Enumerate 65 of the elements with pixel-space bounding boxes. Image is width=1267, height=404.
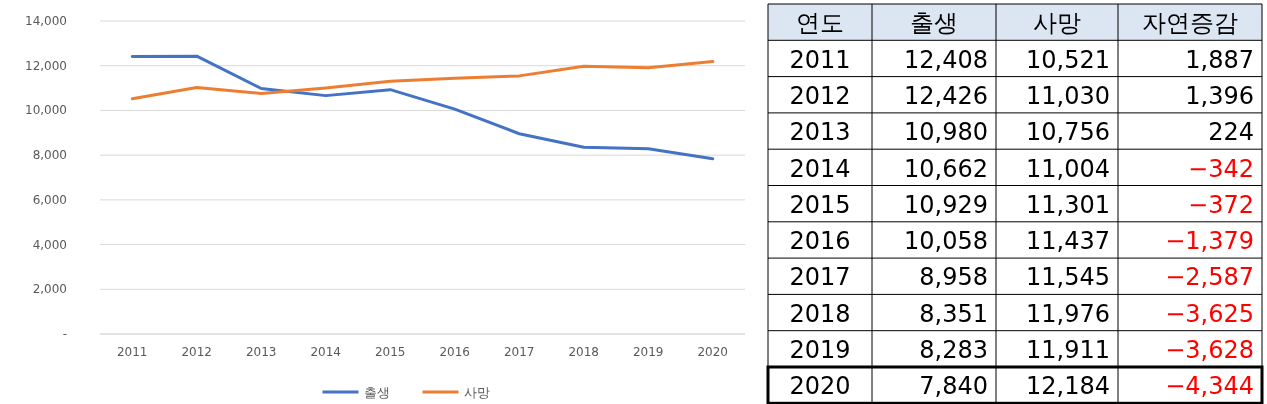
data-label: 12,426: [904, 81, 988, 110]
data-label: 12,408: [904, 45, 988, 74]
legend-label: 사망: [463, 385, 490, 400]
y-tick-label: 6,000: [32, 192, 67, 207]
y-tick-label: 2017: [789, 263, 851, 292]
x-tick-label: 자연증감: [1142, 9, 1238, 38]
y-axis-title: 연도: [796, 9, 844, 38]
x-tick-label: 2020: [697, 345, 729, 359]
x-tick-label: 출생: [910, 9, 958, 38]
x-tick-label: 2011: [116, 345, 148, 359]
y-tick-label: 2011: [789, 45, 851, 74]
data-label: 1,396: [1185, 81, 1254, 110]
y-tick-label: 2016: [789, 227, 851, 256]
data-label: 10,929: [904, 190, 988, 219]
data-label: 11,545: [1026, 263, 1110, 292]
data-label: −372: [1188, 190, 1254, 219]
data-label: −4,344: [1165, 372, 1254, 401]
legend-label: 출생: [363, 385, 390, 400]
data-label: 10,980: [904, 118, 988, 147]
x-tick-label: 2016: [439, 345, 471, 359]
data-label: −2,587: [1165, 263, 1254, 292]
y-tick-label: 2020: [789, 372, 851, 401]
data-label: −3,625: [1165, 299, 1254, 328]
y-tick-label: 2015: [789, 190, 851, 219]
data-label: 11,030: [1026, 81, 1110, 110]
x-tick-label: 사망: [1033, 9, 1081, 38]
data-label: 10,058: [904, 227, 988, 256]
y-tick-label: 10,000: [25, 103, 67, 118]
data-label: 8,351: [919, 299, 988, 328]
data-label: 8,283: [919, 336, 988, 364]
data-label: 10,756: [1026, 118, 1110, 147]
data-label: 10,662: [904, 154, 988, 183]
y-tick-label: 2,000: [32, 282, 67, 297]
data-label: 11,911: [1026, 336, 1110, 364]
x-tick-label: 2018: [568, 345, 600, 359]
data-label: 224: [1208, 118, 1254, 147]
data-label: 11,004: [1026, 154, 1110, 183]
y-tick-label: 2013: [789, 118, 851, 147]
data-label: 11,437: [1026, 227, 1110, 256]
data-label: 11,301: [1026, 190, 1110, 219]
x-tick-label: 2014: [310, 345, 342, 359]
data-label: −3,628: [1165, 336, 1254, 364]
x-tick-label: 2015: [374, 345, 406, 359]
y-tick-label: 4,000: [32, 237, 67, 252]
data-label: 12,184: [1026, 372, 1110, 401]
x-tick-label: 2017: [503, 345, 535, 359]
x-tick-label: 2012: [181, 345, 213, 359]
y-tick-label: -: [62, 327, 67, 341]
data-label: 1,887: [1185, 45, 1254, 74]
data-label: 10,521: [1026, 45, 1110, 74]
data-label: −342: [1188, 154, 1254, 183]
y-tick-label: 2018: [789, 299, 851, 328]
y-tick-label: 12,000: [25, 58, 67, 73]
line-series: [130, 60, 715, 101]
y-tick-label: 2012: [789, 81, 851, 110]
y-tick-label: 2014: [789, 154, 851, 183]
data-label: −1,379: [1165, 227, 1254, 256]
x-tick-label: 2019: [632, 345, 664, 359]
line-series: [130, 54, 715, 161]
data-label: 7,840: [919, 372, 988, 401]
y-tick-label: 8,000: [32, 148, 67, 163]
y-tick-label: 14,000: [25, 14, 67, 28]
x-tick-label: 2013: [245, 345, 277, 359]
data-label: 8,958: [919, 263, 988, 292]
data-label: 11,976: [1026, 299, 1110, 328]
